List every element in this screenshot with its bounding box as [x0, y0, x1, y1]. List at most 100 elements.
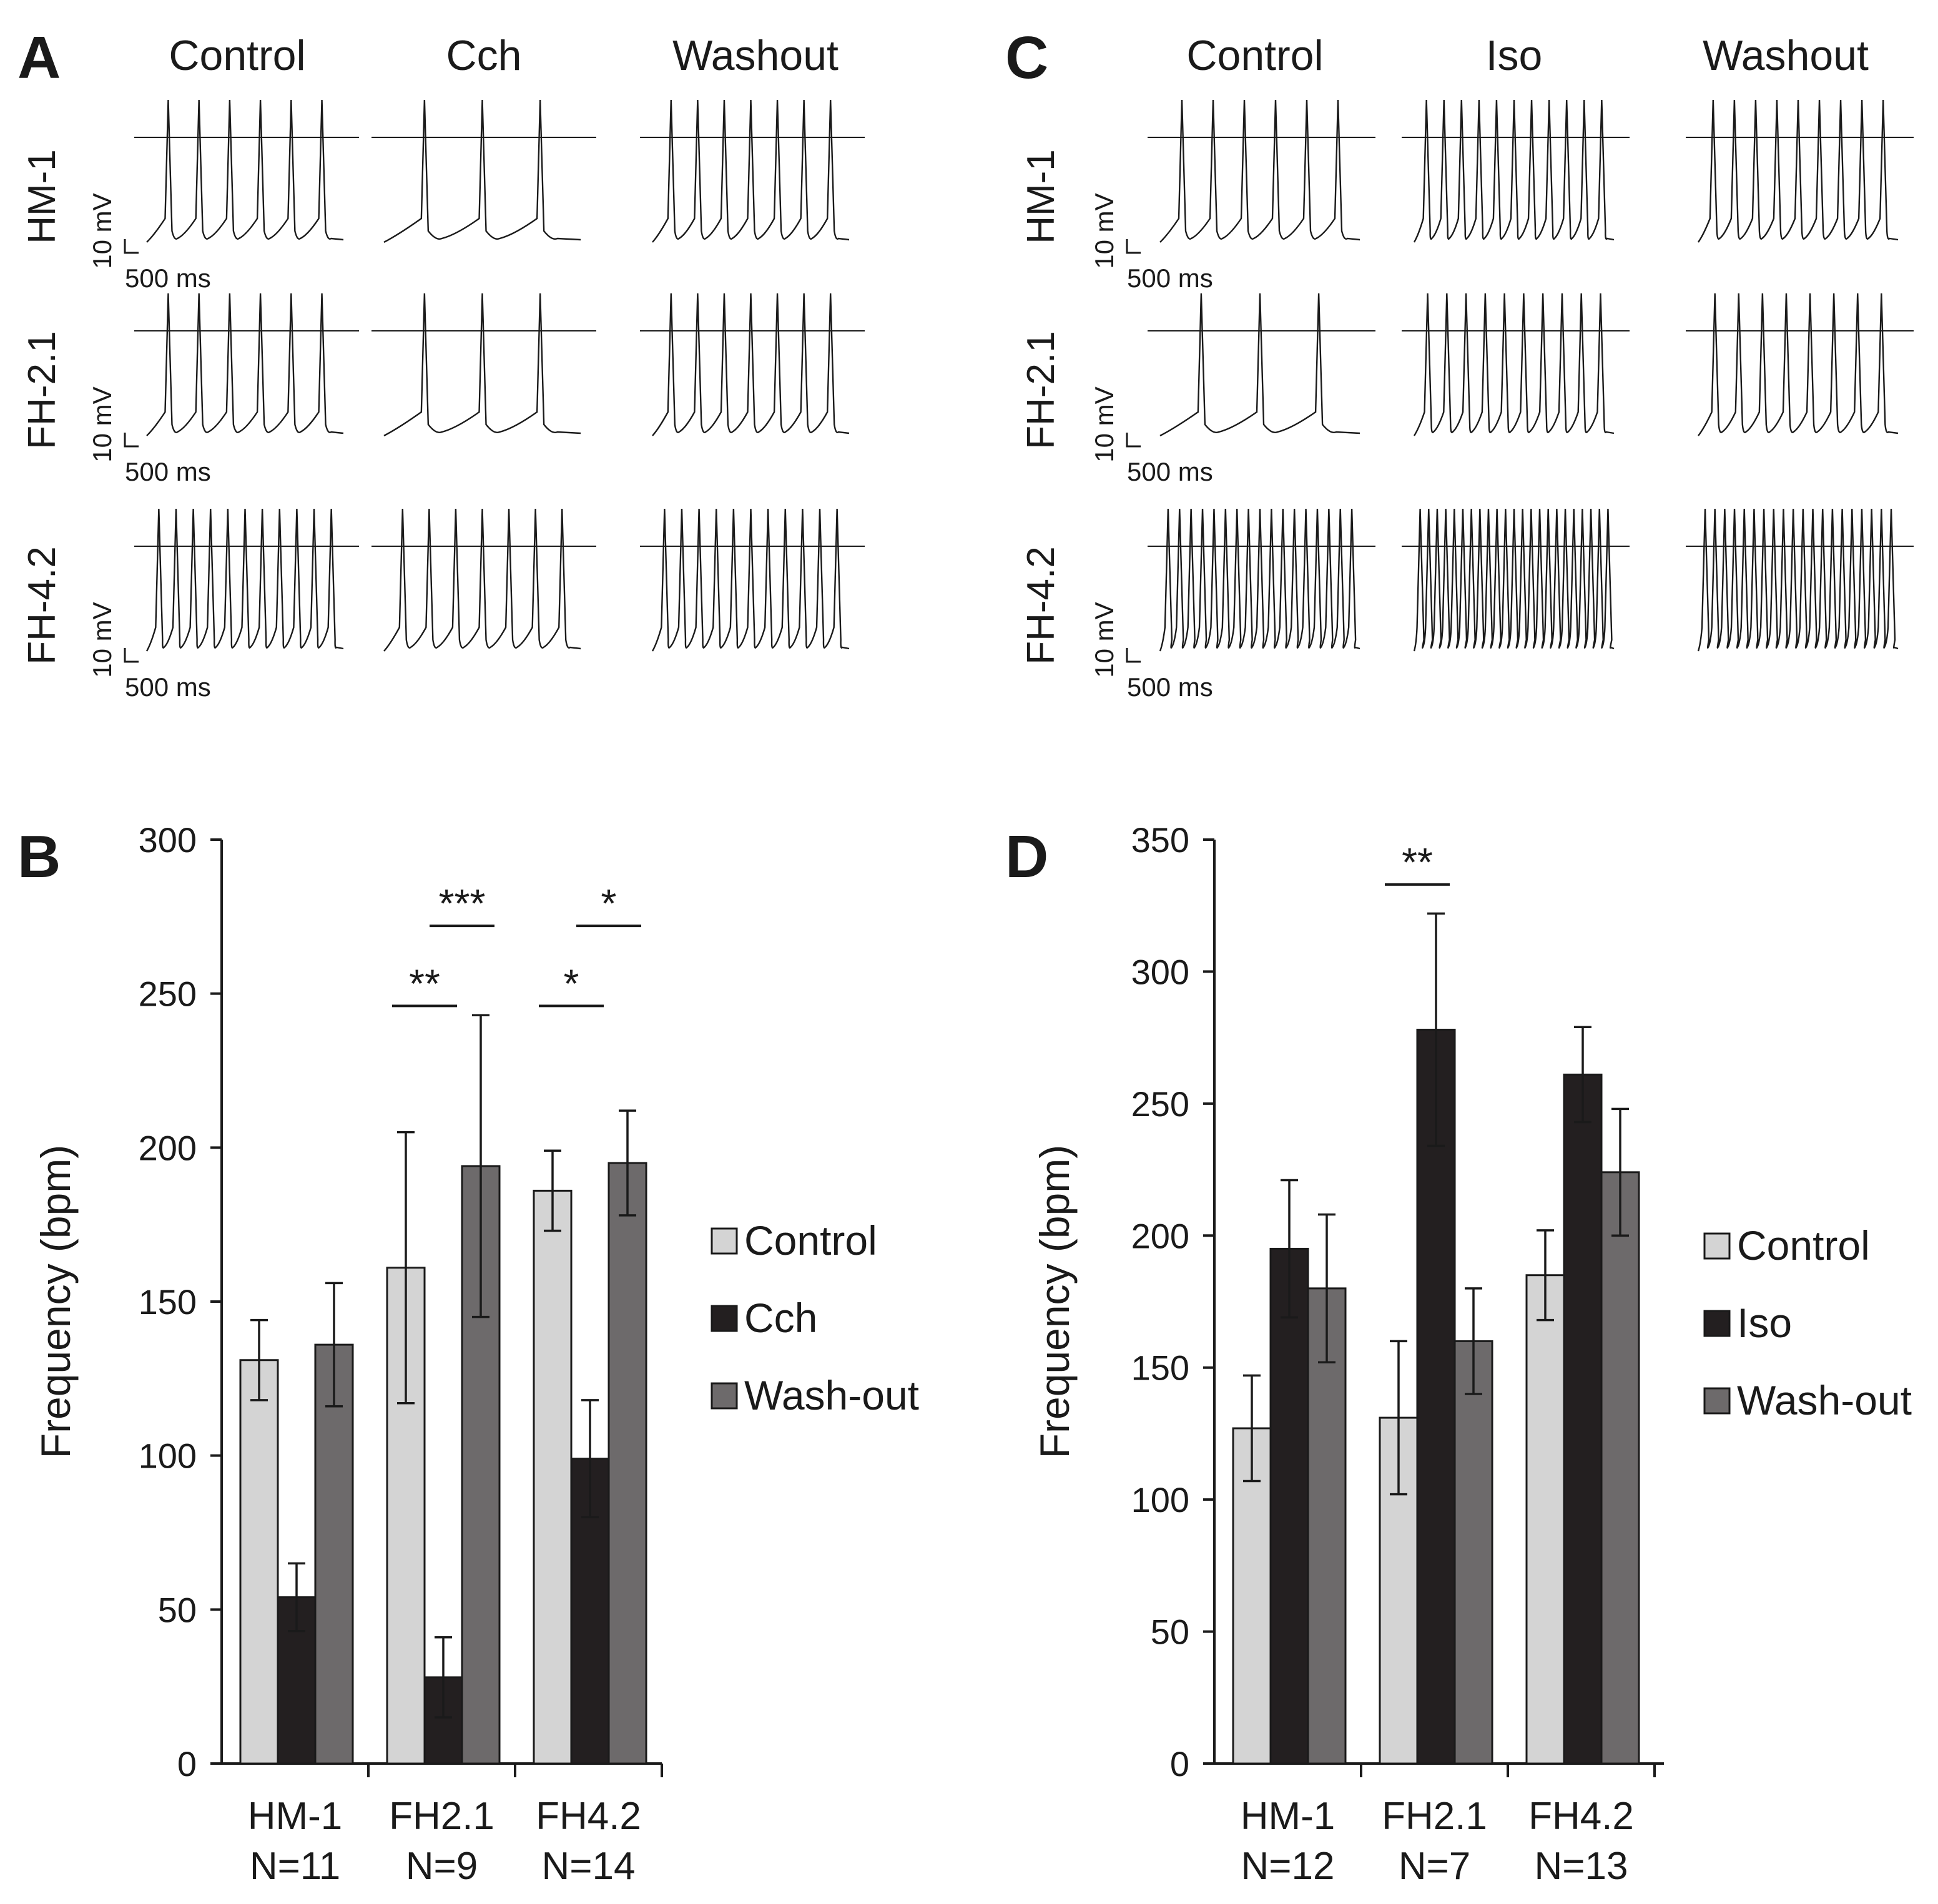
trace-row-hm-1: HM-1 10 mV 500 ms: [21, 99, 865, 293]
column-title: Cch: [446, 32, 522, 79]
legend-label: Control: [1737, 1222, 1870, 1269]
row-label: HM-1: [1020, 149, 1063, 244]
row-label: FH-2.1: [1020, 331, 1063, 449]
scale-ms-label: 500 ms: [1127, 263, 1213, 293]
scale-ms-label: 500 ms: [1127, 457, 1213, 486]
scale-ms-label: 500 ms: [1127, 672, 1213, 702]
row-label: FH-4.2: [1020, 546, 1063, 664]
panel-c-traces: C Control Iso Washout HM-1 10 mV 500 ms FH-2.1 1…: [1005, 24, 1914, 702]
category-n-label: N=11: [250, 1845, 340, 1888]
panel-letter-b: B: [17, 823, 61, 890]
scale-bar: [1126, 433, 1141, 448]
row-label: FH-2.1: [21, 331, 64, 449]
action-potential-trace: [652, 99, 850, 243]
action-potential-trace: [383, 293, 581, 437]
y-tick-label: 300: [139, 820, 197, 860]
y-tick-label: 150: [1131, 1348, 1189, 1388]
scale-mv-label: 10 mV: [1090, 602, 1119, 677]
category-label: FH4.2: [1528, 1795, 1634, 1838]
legend-swatch: [711, 1382, 738, 1410]
significance-label: ***: [439, 881, 486, 926]
scale-bar: [124, 433, 139, 448]
y-tick-label: 0: [1170, 1744, 1189, 1784]
legend-label: Wash-out: [744, 1372, 919, 1418]
trace-panels: A Control Cch Washout HM-1 10 mV 500 ms FH-2.1 1…: [17, 24, 1914, 702]
scale-mv-label: 10 mV: [87, 193, 117, 268]
legend-item-control: Control: [1703, 1222, 1870, 1269]
bar-control: [239, 1359, 279, 1765]
trace-row-fh-4.2: FH-4.2 10 mV 500 ms: [21, 508, 865, 702]
row-label: FH-4.2: [21, 546, 64, 664]
scale-bar: [1126, 648, 1141, 663]
column-title: Iso: [1486, 32, 1543, 79]
panel-letter-d: D: [1005, 823, 1048, 890]
y-tick-label: 250: [1131, 1084, 1189, 1124]
legend-swatch: [711, 1305, 738, 1332]
y-tick-label: 50: [1151, 1612, 1189, 1652]
category-label: FH2.1: [1382, 1795, 1487, 1838]
scale-ms-label: 500 ms: [125, 672, 211, 702]
scale-bar: [1126, 239, 1141, 254]
bar-iso: [1416, 1028, 1456, 1765]
action-potential-trace: [1697, 508, 1899, 652]
action-potential-trace: [1159, 508, 1360, 652]
scale-bar: [124, 648, 139, 663]
column-title: Washout: [672, 32, 839, 79]
y-tick-label: 200: [139, 1128, 197, 1167]
panel-letter-c: C: [1005, 24, 1048, 91]
action-potential-trace: [1413, 99, 1615, 243]
action-potential-trace: [1698, 293, 1899, 436]
column-title: Control: [169, 32, 305, 79]
legend-item-wash-out: Wash-out: [711, 1372, 919, 1418]
y-tick-label: 100: [139, 1436, 197, 1476]
category-n-label: N=7: [1399, 1845, 1470, 1888]
legend-label: Wash-out: [1737, 1377, 1912, 1423]
y-tick-label: 100: [1131, 1480, 1189, 1519]
category-label: HM-1: [248, 1795, 343, 1838]
trace-row-fh-2.1: FH-2.1 10 mV 500 ms: [1020, 293, 1914, 486]
y-tick-label: 0: [177, 1744, 197, 1784]
legend-label: Cch: [744, 1295, 817, 1341]
legend-swatch: [711, 1227, 738, 1255]
legend-item-wash-out: Wash-out: [1703, 1377, 1912, 1423]
panel-b-bar-chart: B 0 50 100 150 200 250 300 Frequency (bpm) HM-1 N=…: [17, 820, 919, 1888]
category-label: HM-1: [1241, 1795, 1335, 1838]
action-potential-trace: [383, 99, 581, 243]
action-potential-trace: [1413, 293, 1615, 436]
trace-row-fh-4.2: FH-4.2 10 mV 500 ms: [1020, 508, 1914, 702]
bar-wash-out: [607, 1162, 647, 1765]
scale-ms-label: 500 ms: [125, 457, 211, 486]
panel-d-bar-chart: D 0 50 100 150 200 250 300 350 Frequency (bpm) HM-…: [1005, 820, 1912, 1888]
scale-bar: [124, 239, 139, 254]
category-n-label: N=9: [406, 1845, 478, 1888]
column-title: Control: [1186, 32, 1323, 79]
y-tick-label: 250: [139, 974, 197, 1014]
bar-control: [1232, 1427, 1272, 1765]
bar-wash-out: [1600, 1171, 1640, 1765]
bar-control: [533, 1189, 573, 1765]
y-tick-label: 200: [1131, 1216, 1189, 1255]
category-n-label: N=13: [1535, 1845, 1628, 1888]
y-tick-label: 50: [158, 1590, 197, 1629]
legend-label: Control: [744, 1217, 877, 1264]
legend-swatch: [1703, 1310, 1731, 1337]
significance-label: *: [601, 881, 617, 926]
bar-iso: [1269, 1247, 1309, 1765]
category-n-label: N=14: [542, 1845, 636, 1888]
action-potential-trace: [651, 508, 850, 652]
y-tick-label: 150: [139, 1282, 197, 1322]
bar-wash-out: [1454, 1340, 1493, 1765]
panel-a-traces: A Control Cch Washout HM-1 10 mV 500 ms FH-2.1 1…: [17, 24, 865, 702]
action-potential-trace: [383, 508, 581, 652]
significance-label: *: [564, 961, 579, 1006]
action-potential-trace: [1159, 293, 1360, 437]
bar-panels: B 0 50 100 150 200 250 300 Frequency (bpm) HM-1 N=…: [17, 820, 1912, 1888]
bar-control: [386, 1267, 426, 1765]
category-n-label: N=12: [1241, 1845, 1335, 1888]
bar-iso: [1563, 1073, 1603, 1765]
trace-row-fh-2.1: FH-2.1 10 mV 500 ms: [21, 293, 865, 486]
action-potential-trace: [146, 293, 344, 436]
bar-control: [1525, 1274, 1565, 1765]
scale-mv-label: 10 mV: [1090, 386, 1119, 462]
